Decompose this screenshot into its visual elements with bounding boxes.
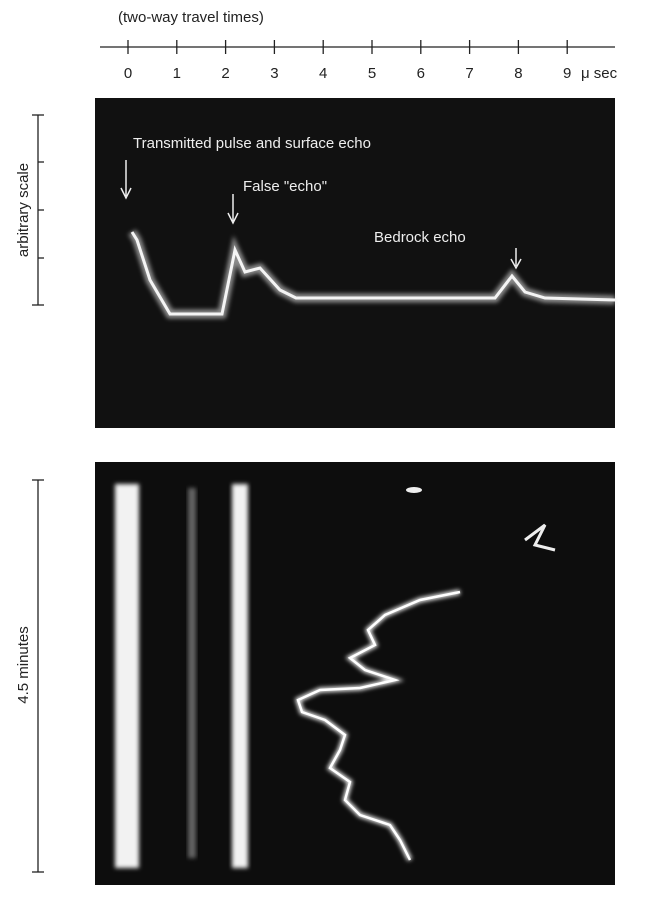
tick-label: 1 bbox=[173, 65, 181, 82]
tick-label: 6 bbox=[417, 65, 425, 82]
tick-label: 3 bbox=[270, 65, 278, 82]
side-label: arbitrary scale bbox=[15, 163, 32, 257]
tick-label: 4 bbox=[319, 65, 327, 82]
annotation: Bedrock echo bbox=[374, 229, 466, 246]
annotation: False "echo" bbox=[243, 178, 327, 195]
side-label: 4.5 minutes bbox=[15, 626, 32, 704]
time-panel bbox=[95, 462, 615, 885]
tick-label: 7 bbox=[465, 65, 473, 82]
tick-label: 8 bbox=[514, 65, 522, 82]
band bbox=[232, 484, 248, 868]
tick-label: 2 bbox=[221, 65, 229, 82]
tick-label: 5 bbox=[368, 65, 376, 82]
axis-ticks: 0 1 2 3 4 5 6 7 8 9 bbox=[124, 40, 572, 82]
annotation: Transmitted pulse and surface echo bbox=[133, 135, 371, 152]
spot bbox=[406, 487, 422, 493]
figure: (two-way travel times) μ sec 0123456789 … bbox=[0, 0, 648, 895]
band bbox=[115, 484, 139, 868]
tick-label: 0 bbox=[124, 65, 132, 82]
axis-title: (two-way travel times) bbox=[118, 9, 264, 26]
tick-label: 9 bbox=[563, 65, 571, 82]
axis-unit: μ sec bbox=[581, 65, 618, 82]
band bbox=[188, 488, 196, 858]
